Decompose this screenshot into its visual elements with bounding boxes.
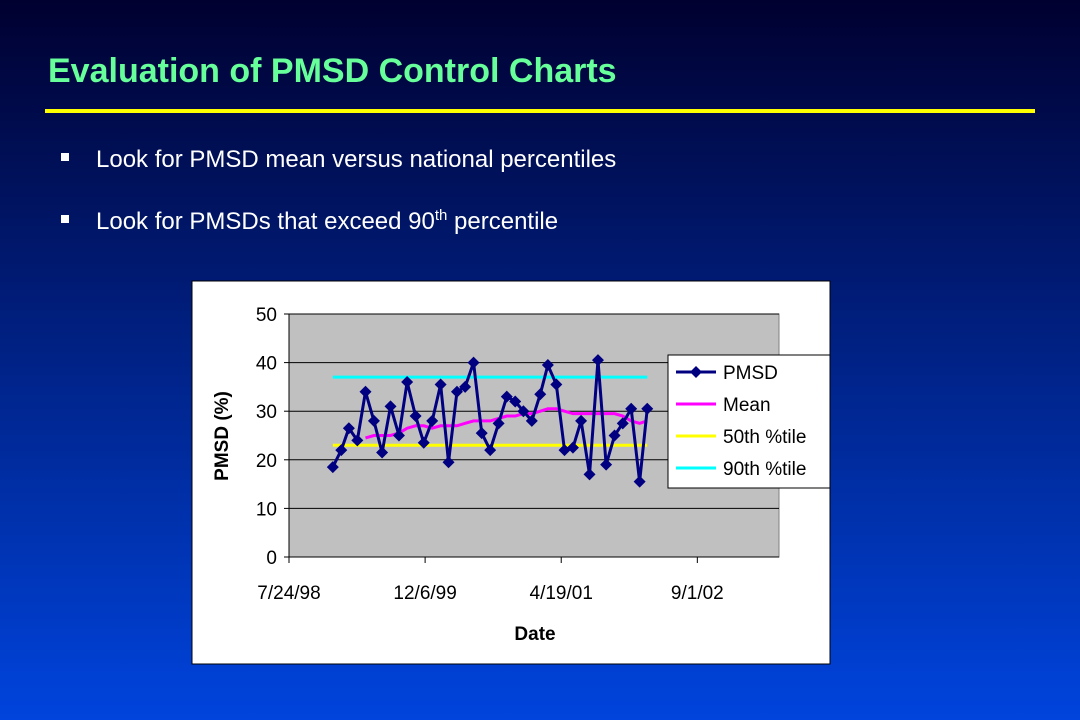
- data-point: [600, 458, 613, 471]
- superscript: th: [435, 207, 448, 224]
- chart: Date PMSD (%) 0 10 20 30 40 50 7/24/98 12/6/99 4…: [191, 280, 831, 665]
- x-tick-label: 4/19/01: [530, 583, 593, 604]
- bullet-text: Look for PMSD mean versus national perce…: [96, 146, 616, 173]
- data-point: [342, 422, 355, 435]
- data-point: [392, 429, 405, 442]
- data-point: [616, 417, 629, 430]
- data-point: [326, 461, 339, 474]
- data-point: [550, 378, 563, 391]
- y-axis-label: PMSD (%): [212, 391, 233, 481]
- data-point: [641, 402, 654, 415]
- data-point: [335, 444, 348, 457]
- data-point: [575, 414, 588, 427]
- data-point: [467, 356, 480, 369]
- legend-label: PMSD: [723, 363, 778, 384]
- data-point: [583, 468, 596, 481]
- x-axis-label: Date: [514, 624, 555, 645]
- x-tick-label: 9/1/02: [671, 583, 724, 604]
- legend-marker: [690, 366, 702, 378]
- data-point: [608, 429, 621, 442]
- y-tick-label: 50: [256, 305, 277, 326]
- y-tick-label: 30: [256, 402, 277, 423]
- legend-label: 50th %tile: [723, 427, 806, 448]
- data-point: [359, 385, 372, 398]
- legend-box: [667, 354, 831, 489]
- y-tick-label: 40: [256, 354, 277, 375]
- data-point: [534, 388, 547, 401]
- data-point: [459, 380, 472, 393]
- data-point: [409, 410, 422, 423]
- data-point: [558, 444, 571, 457]
- y-tick-label: 10: [256, 499, 277, 520]
- data-point: [417, 436, 430, 449]
- data-point: [633, 475, 646, 488]
- data-point: [517, 405, 530, 418]
- data-point: [492, 417, 505, 430]
- y-tick-label: 20: [256, 451, 277, 472]
- data-point: [509, 395, 522, 408]
- data-point: [591, 354, 604, 367]
- legend-label: 90th %tile: [723, 459, 806, 480]
- bullet-text: percentile: [454, 208, 558, 235]
- x-tick-label: 7/24/98: [257, 583, 320, 604]
- bullet-square: [61, 153, 69, 161]
- data-point: [525, 414, 538, 427]
- data-point: [625, 402, 638, 415]
- data-point: [351, 434, 364, 447]
- data-point: [484, 444, 497, 457]
- data-point: [376, 446, 389, 459]
- bullet-text: Look for PMSDs that exceed 90th percenti…: [96, 207, 558, 235]
- data-point: [442, 456, 455, 469]
- data-point: [541, 359, 554, 372]
- data-point: [384, 400, 397, 413]
- bullet-text: Look for PMSDs that exceed 90: [96, 208, 435, 235]
- x-tick-label: 12/6/99: [393, 583, 456, 604]
- bullet-square: [61, 215, 69, 223]
- legend-label: Mean: [723, 395, 771, 416]
- data-point: [401, 376, 414, 389]
- data-point: [367, 414, 380, 427]
- data-point: [434, 378, 447, 391]
- data-point: [475, 427, 488, 440]
- data-point: [426, 414, 439, 427]
- data-point: [566, 441, 579, 454]
- data-point: [450, 385, 463, 398]
- slide-title: Evaluation of PMSD Control Charts: [48, 52, 617, 90]
- data-point: [500, 390, 513, 403]
- y-tick-label: 0: [266, 548, 277, 569]
